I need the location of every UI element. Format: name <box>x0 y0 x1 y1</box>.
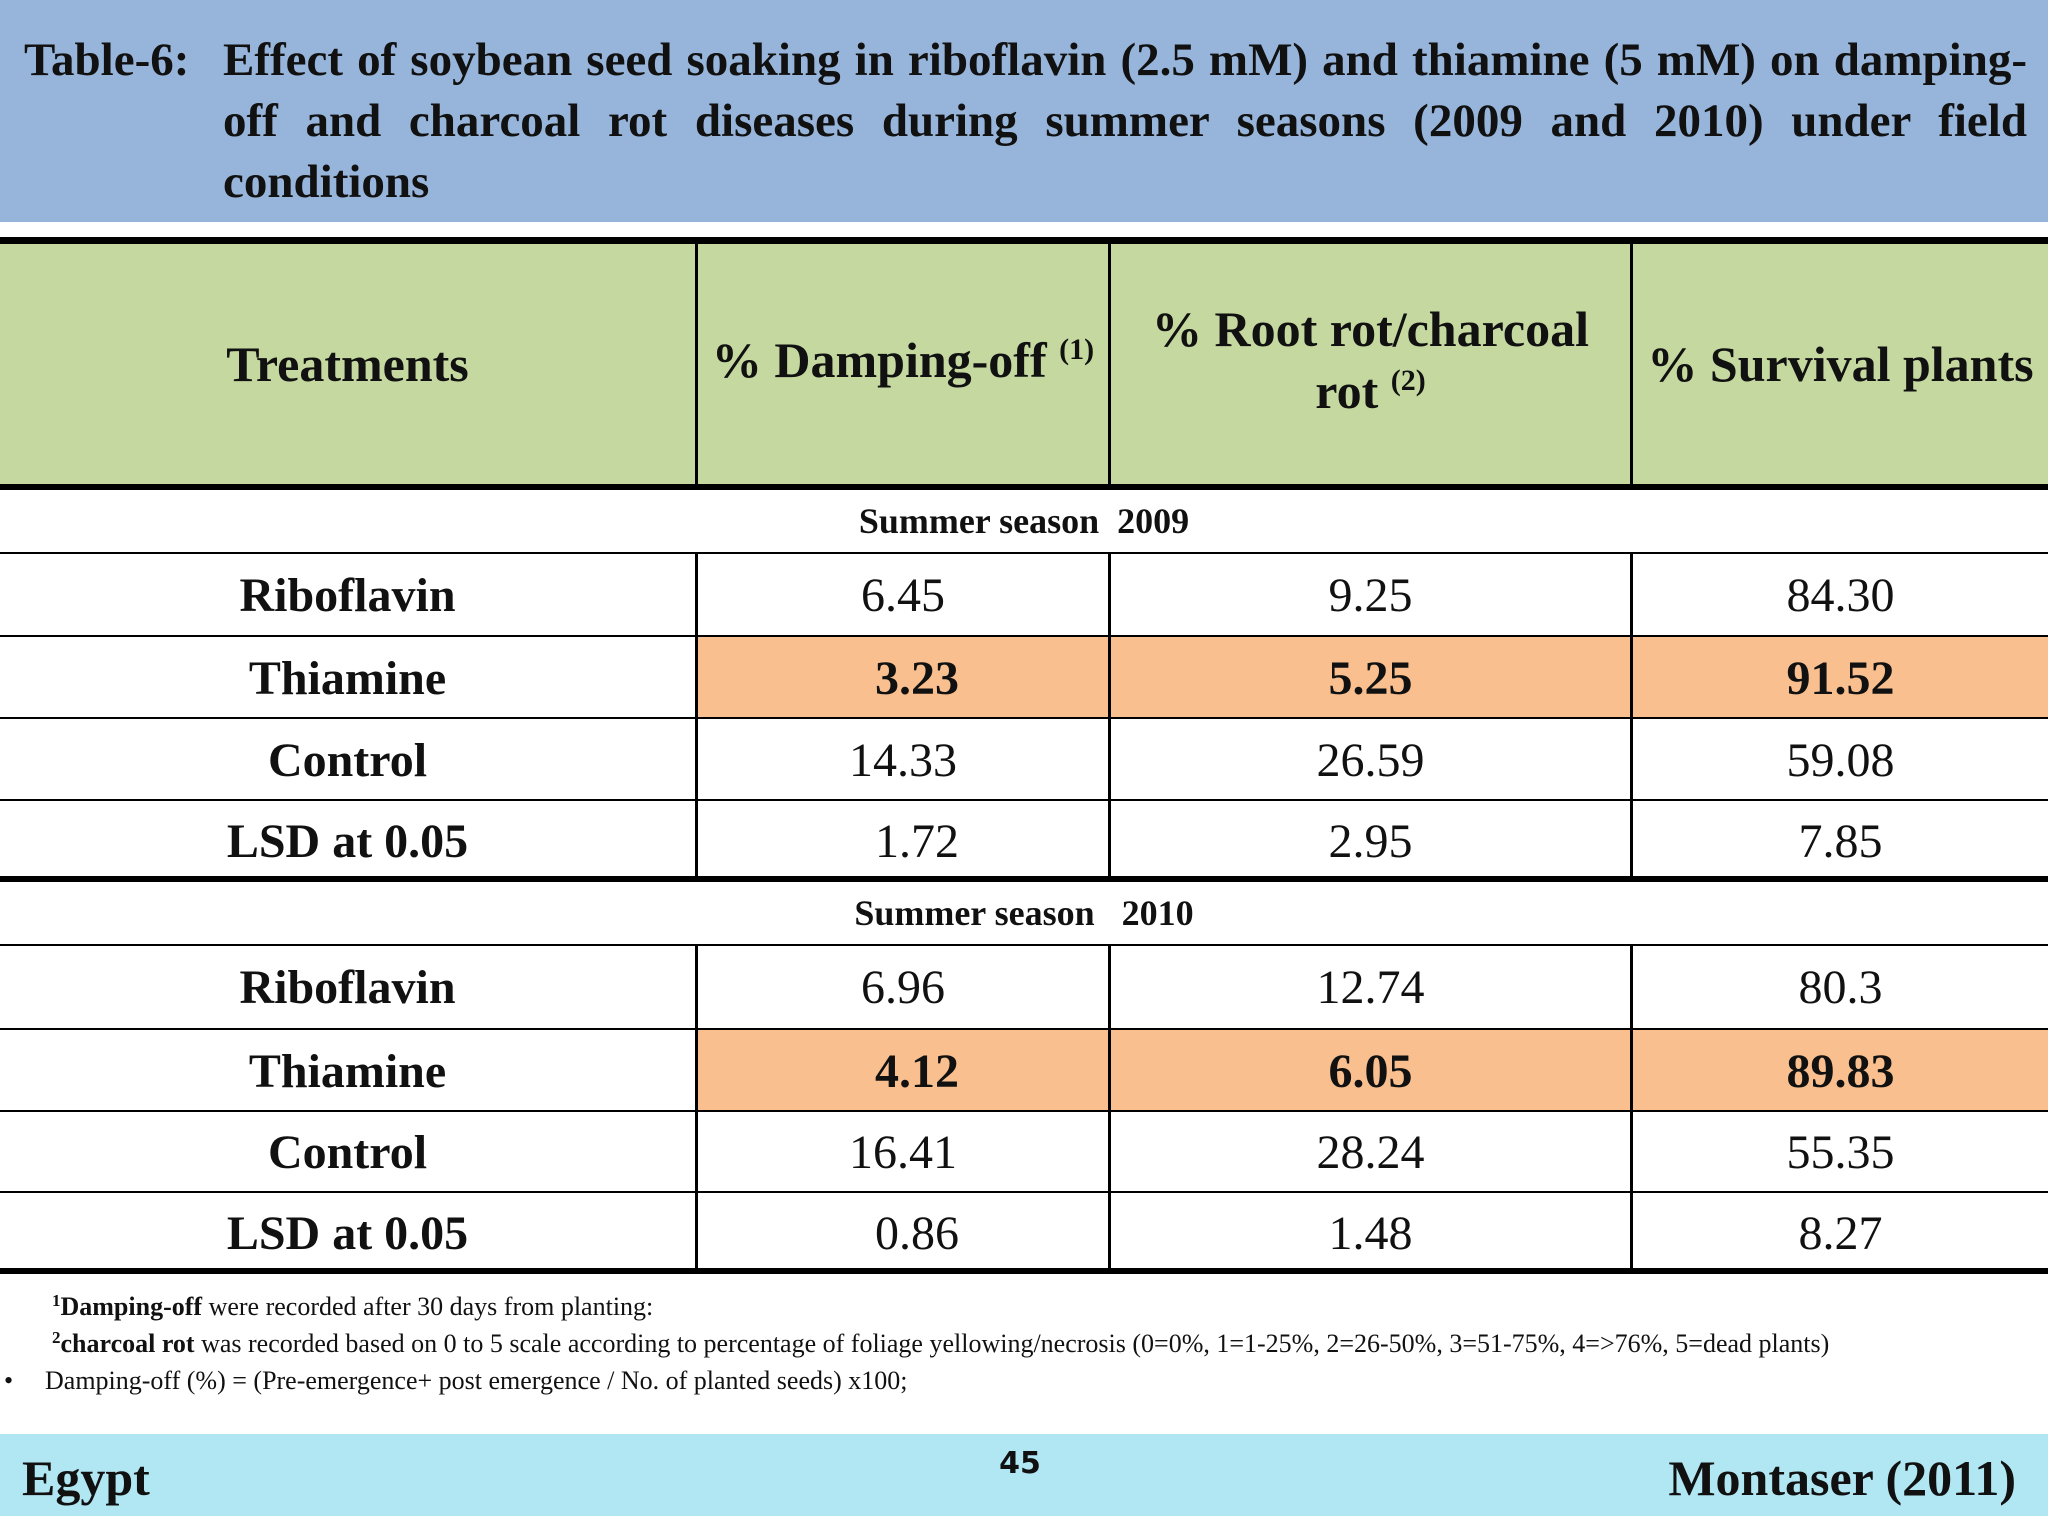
survival-value: 91.52 <box>1786 651 1895 705</box>
damping-off-value: 6.45 <box>861 568 945 622</box>
root-rot-value: 6.05 <box>1328 1044 1413 1098</box>
survival-value: 7.85 <box>1798 814 1883 868</box>
treatment-cell: Riboflavin <box>239 960 456 1014</box>
column-divider <box>1630 944 1633 1268</box>
treatment-cell: LSD at 0.05 <box>226 814 469 868</box>
treatment-cell: Control <box>267 1125 428 1179</box>
footer-country: Egypt <box>22 1450 150 1506</box>
damping-off-value: 4.12 <box>875 1044 959 1098</box>
survival-value: 59.08 <box>1786 733 1895 787</box>
root-rot-value: 1.48 <box>1328 1206 1413 1260</box>
survival-value: 89.83 <box>1786 1044 1895 1098</box>
survival-value: 55.35 <box>1786 1125 1895 1179</box>
title-bar <box>0 0 2048 222</box>
damping-off-value: 14.33 <box>849 733 957 787</box>
damping-off-value: 16.41 <box>849 1125 957 1179</box>
root-rot-value: 28.24 <box>1316 1125 1425 1179</box>
footnote-ref-2: (2) <box>1390 364 1426 397</box>
root-rot-value: 9.25 <box>1328 568 1413 622</box>
header-damping-off: % Damping-off (1) <box>711 332 1095 388</box>
row-divider <box>0 944 2048 946</box>
highlight-cell <box>1111 1030 1631 1110</box>
highlight-cell <box>1111 637 1631 717</box>
row-divider <box>0 635 2048 637</box>
row-divider <box>0 1191 2048 1193</box>
row-divider <box>0 1110 2048 1112</box>
survival-value: 84.30 <box>1786 568 1895 622</box>
row-divider <box>0 552 2048 554</box>
row-divider <box>0 799 2048 801</box>
season-divider-rule <box>0 876 2048 882</box>
column-divider <box>1108 552 1111 876</box>
column-divider <box>695 944 698 1268</box>
column-divider <box>1630 552 1633 876</box>
highlight-cell <box>1633 637 2048 717</box>
header-root-rot: % Root rot/charcoal rot (2) <box>1152 301 1589 419</box>
footnotes: 1Damping-off were recorded after 30 days… <box>4 1290 2042 1398</box>
damping-off-value: 3.23 <box>875 651 959 705</box>
footnote-1: 1Damping-off were recorded after 30 days… <box>52 1291 654 1321</box>
column-divider <box>1630 244 1633 484</box>
damping-off-value: 1.72 <box>875 814 959 868</box>
season-label-2010: Summer season 2010 <box>854 893 1194 933</box>
table-header-band <box>0 244 2048 484</box>
treatment-cell: Riboflavin <box>239 568 456 622</box>
column-divider <box>695 244 698 484</box>
root-rot-value: 12.74 <box>1316 960 1425 1014</box>
table-bottom-rule <box>0 1268 2048 1274</box>
footnote-bullet: • Damping-off (%) = (Pre-emergence+ post … <box>0 1364 2042 1398</box>
row-divider <box>0 1028 2048 1030</box>
treatment-cell: Thiamine <box>248 1044 447 1098</box>
highlight-cell <box>698 637 1110 717</box>
treatment-cell: Thiamine <box>248 651 447 705</box>
column-divider <box>1108 944 1111 1268</box>
highlight-cell <box>1633 1030 2048 1110</box>
header-bottom-rule <box>0 484 2048 490</box>
footnote-ref-1: (1) <box>1059 333 1095 366</box>
table-number: Table-6: <box>24 34 190 86</box>
root-rot-value: 26.59 <box>1316 733 1425 787</box>
root-rot-value: 2.95 <box>1328 814 1413 868</box>
root-rot-value: 5.25 <box>1328 651 1413 705</box>
treatment-cell: Control <box>267 733 428 787</box>
footnote-2: 2charcoal rot was recorded based on 0 to… <box>52 1328 1830 1358</box>
footer-bar <box>0 1434 2048 1516</box>
column-divider <box>1108 244 1111 484</box>
treatment-cell: LSD at 0.05 <box>226 1206 469 1260</box>
column-divider <box>695 552 698 876</box>
table-top-rule <box>0 237 2048 244</box>
table-title: Effect of soybean seed soaking in ribofl… <box>223 34 2027 208</box>
damping-off-value: 6.96 <box>861 960 945 1014</box>
footer-citation: Montaser (2011) <box>1668 1450 2016 1506</box>
highlight-cell <box>698 1030 1110 1110</box>
page-number: 45 <box>999 1446 1041 1481</box>
header-survival: % Survival plants <box>1647 336 2034 392</box>
survival-value: 8.27 <box>1798 1206 1883 1260</box>
bullet-icon: • <box>4 1366 14 1395</box>
season-label-2009: Summer season 2009 <box>858 501 1190 541</box>
damping-off-value: 0.86 <box>875 1206 959 1260</box>
survival-value: 80.3 <box>1798 960 1883 1014</box>
header-treatments: Treatments <box>226 336 469 392</box>
row-divider <box>0 717 2048 719</box>
